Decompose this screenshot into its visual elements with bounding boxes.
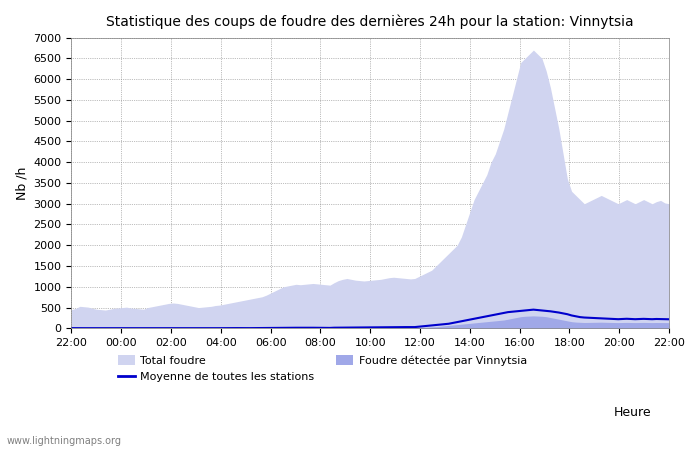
Text: www.lightningmaps.org: www.lightningmaps.org bbox=[7, 436, 122, 446]
Legend: Total foudre, Moyenne de toutes les stations, Foudre détectée par Vinnytsia: Total foudre, Moyenne de toutes les stat… bbox=[113, 351, 531, 387]
Title: Statistique des coups de foudre des dernières 24h pour la station: Vinnytsia: Statistique des coups de foudre des dern… bbox=[106, 15, 634, 30]
Y-axis label: Nb /h: Nb /h bbox=[15, 166, 28, 200]
Text: Heure: Heure bbox=[613, 405, 651, 418]
